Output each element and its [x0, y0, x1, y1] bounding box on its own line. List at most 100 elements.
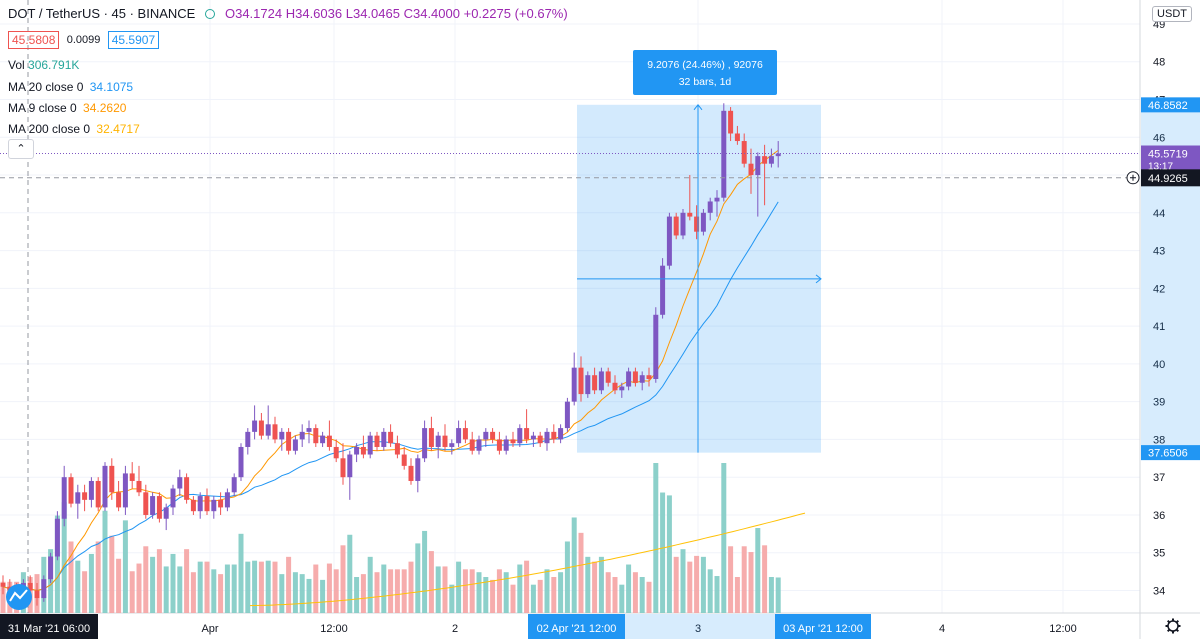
candle-body [367, 435, 373, 455]
volume-bar [102, 510, 108, 613]
bid-ask-row: 45.5808 0.0099 45.5907 [8, 31, 160, 49]
candle-body [156, 496, 162, 519]
volume-bar [320, 579, 326, 613]
price-tick-label: 38 [1153, 434, 1165, 446]
candle-body [775, 153, 781, 157]
candle-body [721, 110, 727, 198]
volume-bar [680, 549, 686, 613]
volume-bar [306, 578, 312, 613]
settings-gear-icon[interactable] [1165, 618, 1181, 634]
last-price-tag-bg [1141, 145, 1200, 174]
candle-body [401, 454, 407, 466]
volume-bar [428, 551, 434, 613]
symbol-title[interactable]: DOT / TetherUS · 45 · BINANCE [8, 6, 196, 22]
crosshair-time-tag: 31 Mar '21 06:00 [8, 623, 90, 635]
ma20-label: MA 20 close 0 [8, 79, 84, 94]
candle-body [143, 492, 149, 515]
candle-body [224, 492, 230, 508]
candle-body [245, 431, 251, 447]
candle-body [490, 431, 496, 440]
volume-bar [728, 546, 734, 613]
volume-bar [598, 556, 604, 613]
volume-bar [517, 564, 523, 613]
volume-bar [762, 545, 768, 613]
volume-bar [286, 556, 292, 613]
time-tick-label: 4 [939, 623, 945, 635]
volume-bar [292, 572, 298, 613]
countdown-tag: 13:17 [1148, 162, 1173, 173]
candle-body [442, 435, 448, 447]
candle-body [211, 499, 217, 512]
volume-bar [143, 546, 149, 613]
ma20-value: 34.1075 [89, 79, 134, 94]
candle-body [204, 496, 210, 512]
candle-body [170, 488, 176, 508]
ma200-legend[interactable]: MA 200 close 0 32.4717 [8, 121, 140, 136]
volume-bar [75, 560, 81, 613]
volume-bar [639, 577, 645, 613]
candle-body [354, 446, 360, 455]
volume-bar [755, 528, 761, 613]
open-value: O34.1724 [224, 6, 283, 22]
candle-body [265, 424, 271, 436]
volume-bar [156, 549, 162, 613]
volume-bar [632, 572, 638, 613]
volume-bar [367, 556, 373, 613]
price-tick-label: 48 [1153, 57, 1165, 69]
volume-bar [272, 561, 278, 613]
ma200-label: MA 200 close 0 [8, 121, 91, 136]
buy-price-button[interactable]: 45.5907 [107, 31, 160, 49]
spread-value: 0.0099 [66, 34, 101, 46]
candle-body [218, 499, 224, 508]
candle-body [551, 431, 557, 440]
candle-body [605, 371, 611, 383]
range-top-price-tag-bg [1141, 97, 1200, 113]
candle-body [612, 382, 618, 391]
ma20-legend[interactable]: MA 20 close 0 34.1075 [8, 79, 133, 94]
volume-bar [619, 584, 625, 613]
volume-bar [394, 569, 400, 613]
price-tick-label: 35 [1153, 548, 1165, 560]
volume-value: 306.791K [28, 57, 80, 72]
ma9-legend[interactable]: MA 9 close 0 34.2620 [8, 100, 126, 115]
candle-body [510, 439, 516, 444]
sell-price-button[interactable]: 45.5808 [8, 31, 60, 49]
candle-body [129, 473, 135, 481]
collapse-legend-button[interactable]: ⌃ [8, 139, 34, 159]
time-tick-label: 3 [695, 623, 701, 635]
candle-body [408, 465, 414, 481]
price-tick-label: 36 [1153, 510, 1165, 522]
candle-body [483, 431, 489, 440]
price-tick-label: 42 [1153, 283, 1165, 295]
currency-button[interactable]: USDT [1152, 6, 1192, 22]
volume-bar [694, 555, 700, 613]
candle-body [75, 492, 81, 504]
volume-legend[interactable]: Vol 306.791K [8, 57, 79, 72]
candle-body [320, 435, 326, 444]
candle-body [48, 556, 54, 580]
volume-bar [612, 577, 618, 613]
price-tick-label: 41 [1153, 321, 1165, 333]
range-end-time-tag-bg [775, 614, 871, 639]
volume-bar [54, 515, 60, 613]
candle-body [707, 201, 713, 213]
candle-body [469, 439, 475, 451]
volume-bar [211, 569, 217, 613]
volume-bar [61, 502, 67, 613]
change-value: +0.2275 (+0.67%) [463, 6, 568, 22]
candle-body [360, 446, 366, 455]
volume-bar [252, 560, 258, 613]
range-bottom-price-tag-bg [1141, 445, 1200, 461]
volume-bar [700, 556, 706, 613]
price-tick-label: 39 [1153, 397, 1165, 409]
candle-body [517, 428, 523, 444]
candle-body [299, 431, 305, 440]
candle-body [694, 216, 700, 232]
candle-body [54, 518, 60, 557]
candle-body [530, 435, 536, 440]
candle-body [755, 156, 761, 176]
volume-bar [0, 581, 6, 613]
volume-bar [340, 545, 346, 613]
volume-bar [748, 552, 754, 613]
